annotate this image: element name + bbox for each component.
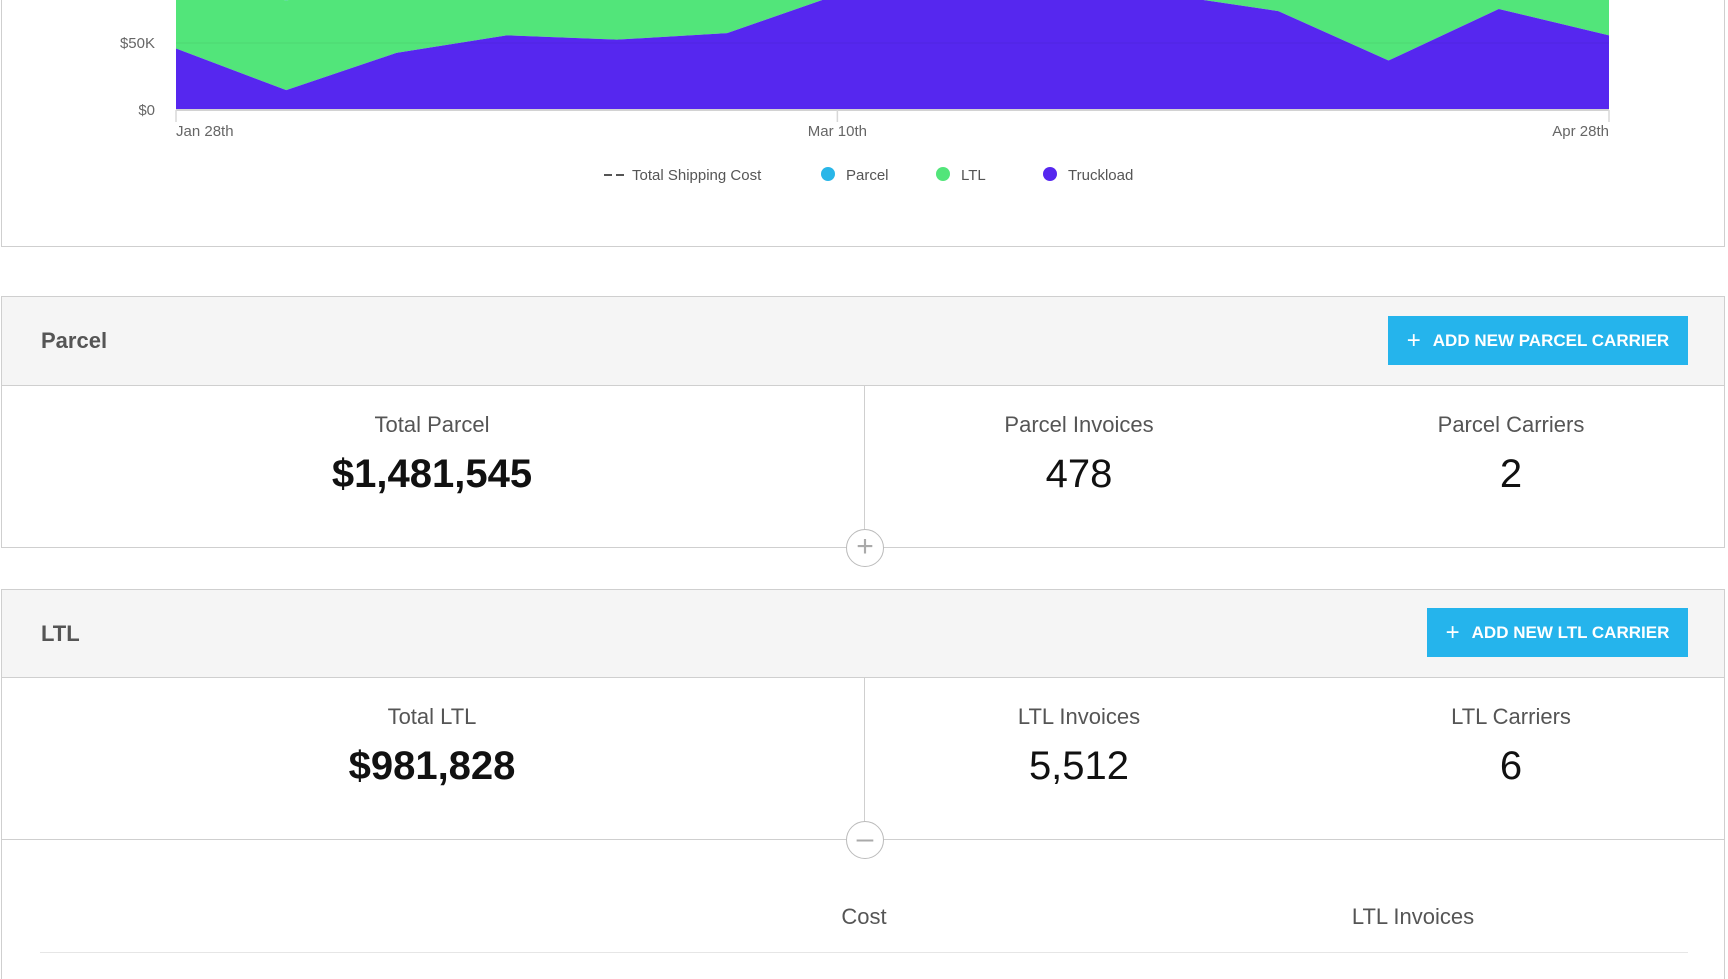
stat-label: Total Parcel — [182, 412, 682, 438]
column-header: Cost — [841, 904, 886, 930]
stat-value: 6 — [1261, 744, 1728, 789]
stat-value: 478 — [829, 452, 1329, 497]
x-tick-label: Mar 10th — [808, 123, 867, 140]
button-label: ADD NEW LTL CARRIER — [1472, 623, 1670, 643]
add-carrier-button[interactable]: +ADD NEW PARCEL CARRIER — [1388, 316, 1688, 365]
stat-value: 2 — [1261, 452, 1728, 497]
stat-label: Total LTL — [182, 704, 682, 730]
stat-value: $981,828 — [182, 744, 682, 789]
section-header: LTL +ADD NEW LTL CARRIER — [1, 589, 1725, 678]
stat-label: LTL Invoices — [829, 704, 1329, 730]
stat-label: Parcel Invoices — [829, 412, 1329, 438]
section-title: LTL — [41, 621, 80, 647]
stat: Total Parcel $1,481,545 — [182, 412, 682, 497]
y-tick-label: $0 — [138, 102, 155, 119]
stat: LTL Carriers 6 — [1261, 704, 1728, 789]
stat: Parcel Invoices 478 — [829, 412, 1329, 497]
collapse-toggle[interactable]: – — [846, 821, 884, 859]
expand-toggle[interactable]: + — [846, 529, 884, 567]
legend-label: Total Shipping Cost — [632, 167, 762, 184]
y-tick-label: $50K — [120, 35, 155, 52]
plot — [176, 0, 1609, 110]
chart: $0 $50K Jan 28th Mar 10th Apr 28th Total Ship… — [0, 0, 1728, 246]
legend-swatch — [1043, 167, 1057, 181]
add-carrier-button[interactable]: +ADD NEW LTL CARRIER — [1427, 608, 1688, 657]
stat: Parcel Carriers 2 — [1261, 412, 1728, 497]
legend-label: LTL — [961, 167, 986, 184]
x-tick-label: Jan 28th — [176, 123, 234, 140]
stat: LTL Invoices 5,512 — [829, 704, 1329, 789]
section-header: Parcel +ADD NEW PARCEL CARRIER — [1, 296, 1725, 386]
stat-value: $1,481,545 — [182, 452, 682, 497]
column-header: LTL Invoices — [1352, 904, 1474, 930]
stat-value: 5,512 — [829, 744, 1329, 789]
x-tick-label: Apr 28th — [1552, 123, 1609, 140]
section-title: Parcel — [41, 328, 107, 354]
stat: Total LTL $981,828 — [182, 704, 682, 789]
stat-label: Parcel Carriers — [1261, 412, 1728, 438]
button-label: ADD NEW PARCEL CARRIER — [1433, 331, 1669, 351]
legend-swatch — [821, 167, 835, 181]
legend-label: Truckload — [1068, 167, 1133, 184]
stat-label: LTL Carriers — [1261, 704, 1728, 730]
legend-label: Parcel — [846, 167, 889, 184]
legend-swatch — [936, 167, 950, 181]
table-rule — [40, 952, 1688, 953]
